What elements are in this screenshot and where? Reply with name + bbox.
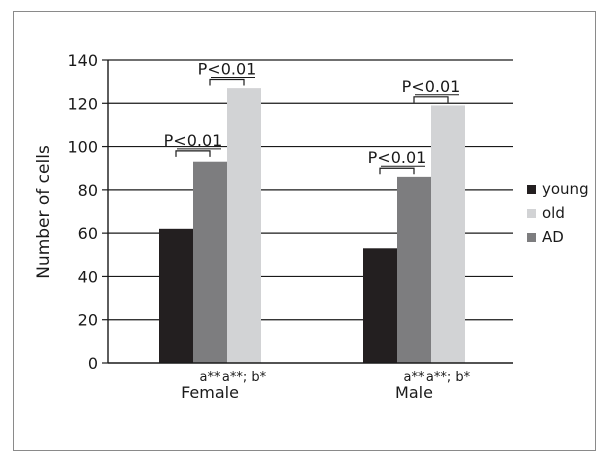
y-tick-label-120: 120 [67,94,98,113]
category-label-female: Female [181,383,239,402]
p-value-label-2: P<0.01 [368,148,427,167]
category-labels: Female Male [181,383,433,402]
bar-male-ad [397,176,431,363]
bar-female-young [159,228,193,363]
legend-label-young: young [542,180,589,198]
y-tick-label-100: 100 [67,138,98,157]
bracket-0 [175,150,211,157]
legend-label-old: old [542,204,565,222]
p-value-label-3: P<0.01 [402,77,461,96]
category-label-male: Male [395,383,433,402]
bracket-1 [209,78,245,86]
y-axis-label: Number of cells [34,145,54,279]
bar-annotation-2: a** [404,370,425,385]
p-value-label-1: P<0.01 [198,59,257,78]
y-axis-ticks: 0 20 40 60 80 100 120 140 [67,51,108,373]
bar-annotation-0: a** [200,370,221,385]
bar-male-young [363,248,397,363]
legend: young old AD [527,180,589,246]
bar-female-old [227,88,261,363]
bar-female-ad [193,161,227,363]
bar-chart: 0 20 40 60 80 100 120 140 Number of cells P<0.0… [34,51,589,402]
bar-annotation-3: a**; b* [426,370,471,385]
legend-swatch-young [527,185,536,194]
bar-male-old [431,105,465,363]
y-tick-label-140: 140 [67,51,98,70]
legend-swatch-old [527,209,536,218]
bracket-2 [379,167,415,175]
bar-annotations: a** a**; b* a** a**; b* [200,370,471,385]
bar-annotation-1: a**; b* [222,370,267,385]
legend-label-ad: AD [542,228,564,246]
y-tick-label-0: 0 [88,354,98,373]
chart-frame [13,11,596,451]
bars [159,88,465,363]
significance-brackets: P<0.01 P<0.01 P<0.01 P<0.01 [164,59,461,175]
y-tick-label-40: 40 [78,267,98,286]
y-tick-label-80: 80 [78,181,98,200]
y-tick-label-60: 60 [78,224,98,243]
bracket-3 [413,96,449,103]
y-tick-label-20: 20 [78,311,98,330]
p-value-label-0: P<0.01 [164,131,223,150]
legend-swatch-ad [527,233,536,242]
